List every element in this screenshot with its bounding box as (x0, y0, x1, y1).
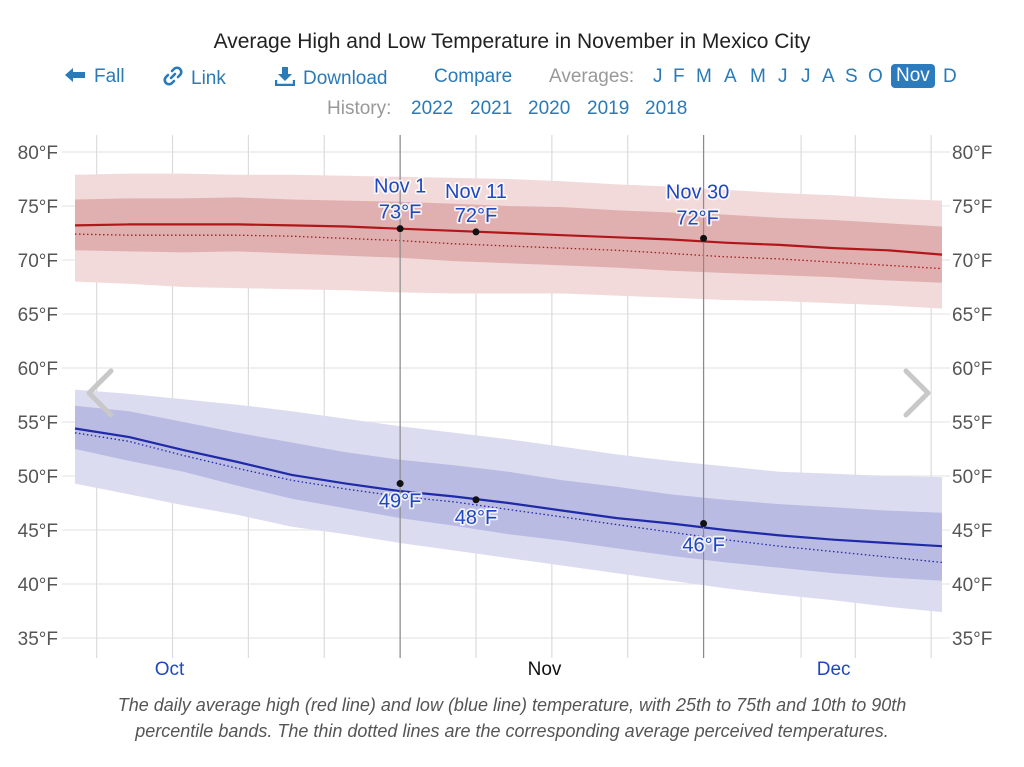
high-perceived-dotted-line (74, 233, 943, 270)
y-tick-label-right: 80°F (952, 143, 992, 164)
y-tick-label-left: 55°F (18, 413, 58, 434)
chart-nav: Fall Link Download Compare Averages: J F… (0, 64, 1024, 94)
month-link-mar[interactable]: M (696, 66, 712, 87)
y-tick-label-left: 60°F (18, 359, 58, 380)
arrow-left-icon (64, 66, 86, 88)
low-point-marker (472, 496, 480, 504)
link-link[interactable]: Link (163, 66, 226, 90)
history-year-link[interactable]: 2018 (645, 98, 688, 119)
annotation-date: Nov 1 (374, 176, 426, 198)
y-tick-label-right: 60°F (952, 359, 992, 380)
chevron-left-icon (86, 368, 114, 418)
history-nav: History: 2022 2021 2020 2019 2018 (0, 98, 1024, 124)
chart-caption: The daily average high (red line) and lo… (0, 692, 1024, 744)
average-high-line (74, 223, 943, 256)
y-tick-label-right: 70°F (952, 251, 992, 272)
y-tick-label-right: 35°F (952, 629, 992, 650)
history-year-link[interactable]: 2022 (411, 98, 454, 119)
x-month-label-nov: Nov (528, 659, 562, 680)
month-link-aug[interactable]: A (822, 66, 835, 87)
month-link-sep[interactable]: S (845, 66, 858, 87)
history-year-link[interactable]: 2021 (470, 98, 513, 119)
download-icon (274, 66, 296, 90)
low-point-marker (396, 480, 404, 488)
month-link-feb[interactable]: F (673, 66, 685, 87)
average-low-line (74, 427, 943, 548)
annotation-date-halo: Nov 11 (445, 181, 507, 203)
y-tick-label-left: 45°F (18, 521, 58, 542)
y-tick-label-left: 80°F (18, 143, 58, 164)
low-band-25-75 (75, 405, 942, 581)
y-tick-label-left: 50°F (18, 467, 58, 488)
y-tick-label-right: 50°F (952, 467, 992, 488)
month-link-jul[interactable]: J (801, 66, 811, 87)
fall-label: Fall (94, 66, 125, 87)
chevron-right-icon (903, 368, 931, 418)
download-label: Download (303, 68, 388, 89)
low-perceived-dotted-line (74, 432, 943, 564)
annotation-date-halo: Nov 30 (666, 181, 729, 203)
annotation-date: Nov 11 (445, 181, 507, 203)
download-link[interactable]: Download (274, 66, 388, 90)
history-year-link[interactable]: 2019 (587, 98, 630, 119)
annotation-date-halo: Nov 1 (374, 176, 426, 198)
caption-line-2: percentile bands. The thin dotted lines … (135, 721, 889, 741)
high-point-marker (396, 225, 404, 233)
annotation-date: Nov 30 (666, 181, 729, 203)
page-title: Average High and Low Temperature in Nove… (213, 30, 811, 53)
annotation-high-value-halo: 73°F (379, 202, 421, 224)
link-icon (163, 66, 183, 90)
y-tick-label-right: 65°F (952, 305, 992, 326)
compare-link[interactable]: Compare (434, 66, 513, 87)
averages-label: Averages: (549, 66, 635, 87)
annotation-low-value: 48°F (455, 507, 497, 529)
annotation-low-value-halo: 48°F (455, 507, 497, 529)
y-tick-label-left: 65°F (18, 305, 58, 326)
annotation-low-value: 46°F (682, 535, 724, 557)
month-link-nov-selected[interactable]: Nov (891, 64, 935, 88)
month-link-may[interactable]: M (750, 66, 766, 87)
annotation-high-value: 72°F (455, 205, 497, 227)
x-month-label-dec[interactable]: Dec (817, 659, 851, 680)
y-tick-label-right: 55°F (952, 413, 992, 434)
annotation-low-value: 49°F (379, 491, 421, 513)
history-year-link[interactable]: 2020 (528, 98, 571, 119)
caption-line-1: The daily average high (red line) and lo… (117, 695, 907, 715)
annotation-low-value-halo: 46°F (682, 535, 724, 557)
annotation-high-value: 73°F (379, 202, 421, 224)
y-tick-label-right: 45°F (952, 521, 992, 542)
x-month-label-oct[interactable]: Oct (155, 659, 185, 680)
high-point-marker (472, 228, 480, 236)
y-tick-label-left: 70°F (18, 251, 58, 272)
y-tick-label-left: 35°F (18, 629, 58, 650)
high-band-25-75 (75, 197, 942, 283)
month-link-apr[interactable]: A (724, 66, 737, 87)
history-label: History: (327, 98, 392, 119)
y-tick-label-left: 40°F (18, 575, 58, 596)
y-tick-label-left: 75°F (18, 197, 58, 218)
annotation-high-value-halo: 72°F (676, 207, 718, 229)
carousel-next-button[interactable] (898, 365, 938, 425)
month-link-jan[interactable]: J (653, 66, 663, 87)
y-tick-label-right: 40°F (952, 575, 992, 596)
annotation-high-value-halo: 72°F (455, 205, 497, 227)
month-link-dec[interactable]: D (943, 66, 957, 87)
low-point-marker (700, 520, 708, 528)
annotation-low-value-halo: 49°F (379, 491, 421, 513)
carousel-prev-button[interactable] (80, 365, 120, 425)
month-link-jun[interactable]: J (778, 66, 788, 87)
y-tick-label-right: 75°F (952, 197, 992, 218)
link-label: Link (191, 68, 226, 89)
high-point-marker (700, 234, 708, 242)
fall-link[interactable]: Fall (64, 66, 125, 88)
annotation-high-value: 72°F (676, 207, 718, 229)
month-link-oct[interactable]: O (868, 66, 883, 87)
